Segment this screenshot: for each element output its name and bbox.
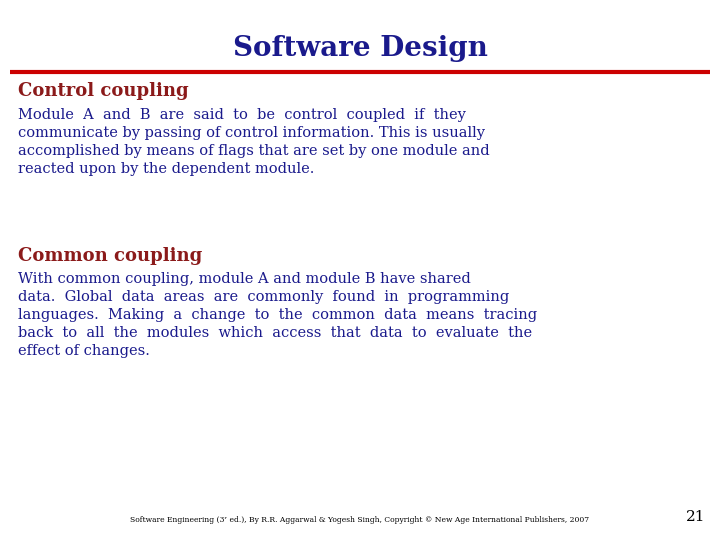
Text: communicate by passing of control information. This is usually: communicate by passing of control inform… bbox=[18, 126, 485, 140]
Text: With common coupling, module A and module B have shared: With common coupling, module A and modul… bbox=[18, 272, 471, 286]
Text: Module  A  and  B  are  said  to  be  control  coupled  if  they: Module A and B are said to be control co… bbox=[18, 108, 466, 122]
Text: languages.  Making  a  change  to  the  common  data  means  tracing: languages. Making a change to the common… bbox=[18, 308, 537, 322]
Text: Software Engineering (3ʳ ed.), By R.R. Aggarwal & Yogesh Singh, Copyright © New : Software Engineering (3ʳ ed.), By R.R. A… bbox=[130, 516, 590, 524]
Text: Control coupling: Control coupling bbox=[18, 82, 189, 100]
Text: reacted upon by the dependent module.: reacted upon by the dependent module. bbox=[18, 162, 315, 176]
Text: accomplished by means of flags that are set by one module and: accomplished by means of flags that are … bbox=[18, 144, 490, 158]
Text: data.  Global  data  areas  are  commonly  found  in  programming: data. Global data areas are commonly fou… bbox=[18, 290, 509, 304]
Text: Common coupling: Common coupling bbox=[18, 247, 202, 265]
Text: effect of changes.: effect of changes. bbox=[18, 344, 150, 358]
Text: back  to  all  the  modules  which  access  that  data  to  evaluate  the: back to all the modules which access tha… bbox=[18, 326, 532, 340]
Text: Software Design: Software Design bbox=[233, 35, 487, 62]
Text: 21: 21 bbox=[685, 510, 705, 524]
